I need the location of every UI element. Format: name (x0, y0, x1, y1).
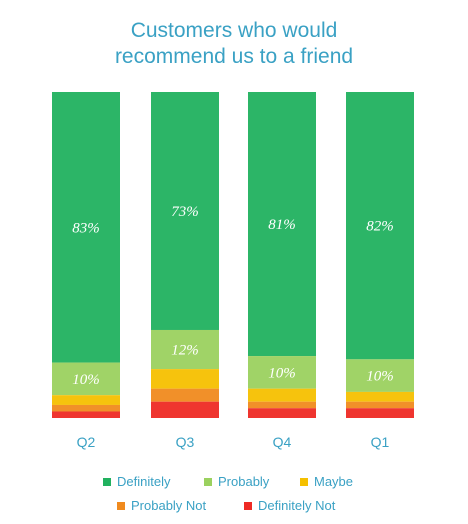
data-label-q2-definitely: 83% (72, 220, 100, 236)
legend-item-definitely-not: Definitely Not (244, 498, 335, 513)
legend-label: Probably (218, 474, 270, 489)
legend-swatch (244, 501, 252, 510)
legend-swatch (117, 501, 125, 510)
bar-segment-q3-maybe (151, 369, 219, 389)
data-label-q1-probably: 10% (366, 369, 394, 385)
bar-segment-q3-probably (151, 329, 219, 370)
legend-item-definitely: Definitely (103, 474, 170, 489)
legend-label: Definitely (117, 474, 171, 489)
bar-segment-q2-definitely-not (52, 411, 120, 418)
stacked-bar-chart: 83% 10% Q2 73% 12% Q3 81% 10% Q4 82% 10% Q1 (52, 92, 414, 450)
category-label-q2: Q2 (77, 434, 96, 450)
bar-segment-q2-probably (52, 362, 120, 396)
bar-segment-q1-definitely (346, 92, 414, 360)
chart-title-line-2: recommend us to a friend (114, 45, 354, 68)
bar-segment-q4-definitely-not (248, 408, 316, 418)
data-label-q4-probably: 10% (268, 365, 296, 381)
bar-segment-q4-probably-not (248, 401, 316, 409)
category-label-q1: Q1 (371, 434, 390, 450)
bar-segment-q4-maybe (248, 388, 316, 402)
data-label-q2-probably: 10% (72, 372, 100, 388)
category-label-q4: Q4 (273, 434, 292, 450)
category-label-q3: Q3 (176, 434, 195, 450)
bar-segment-q1-maybe (346, 391, 414, 402)
bar-segment-q2-definitely (52, 92, 120, 363)
bar-segment-q3-probably-not (151, 388, 219, 402)
legend-swatch (103, 477, 111, 486)
bar-segment-q1-probably (346, 359, 414, 392)
bar-segment-q3-definitely (151, 92, 219, 330)
bar-segment-q4-probably (248, 356, 316, 389)
legend-label: Definitely Not (258, 498, 336, 513)
bar-segment-q1-probably-not (346, 401, 414, 409)
legend-label: Probably Not (131, 498, 207, 513)
legend-item-probably-not: Probably Not (117, 498, 206, 513)
chart-title-line-1: Customers who would (130, 19, 338, 42)
bar-segment-q2-probably-not (52, 404, 120, 412)
legend-swatch (204, 477, 212, 486)
data-label-q1-definitely: 82% (366, 219, 394, 235)
data-label-q4-definitely: 81% (268, 217, 296, 233)
chart-title: Customers who would recommend us to a fr… (0, 18, 468, 70)
bar-segment-q3-definitely-not (151, 401, 219, 418)
bar-segment-q1-definitely-not (346, 408, 414, 418)
legend-label: Maybe (314, 474, 354, 489)
bar-segment-q4-definitely (248, 92, 316, 357)
bar-segment-q2-maybe (52, 395, 120, 405)
data-label-q3-definitely: 73% (171, 204, 199, 220)
legend-item-probably: Probably (204, 474, 269, 489)
legend-item-maybe: Maybe (300, 474, 353, 489)
data-label-q3-probably: 12% (171, 343, 199, 359)
legend-swatch (300, 477, 308, 486)
